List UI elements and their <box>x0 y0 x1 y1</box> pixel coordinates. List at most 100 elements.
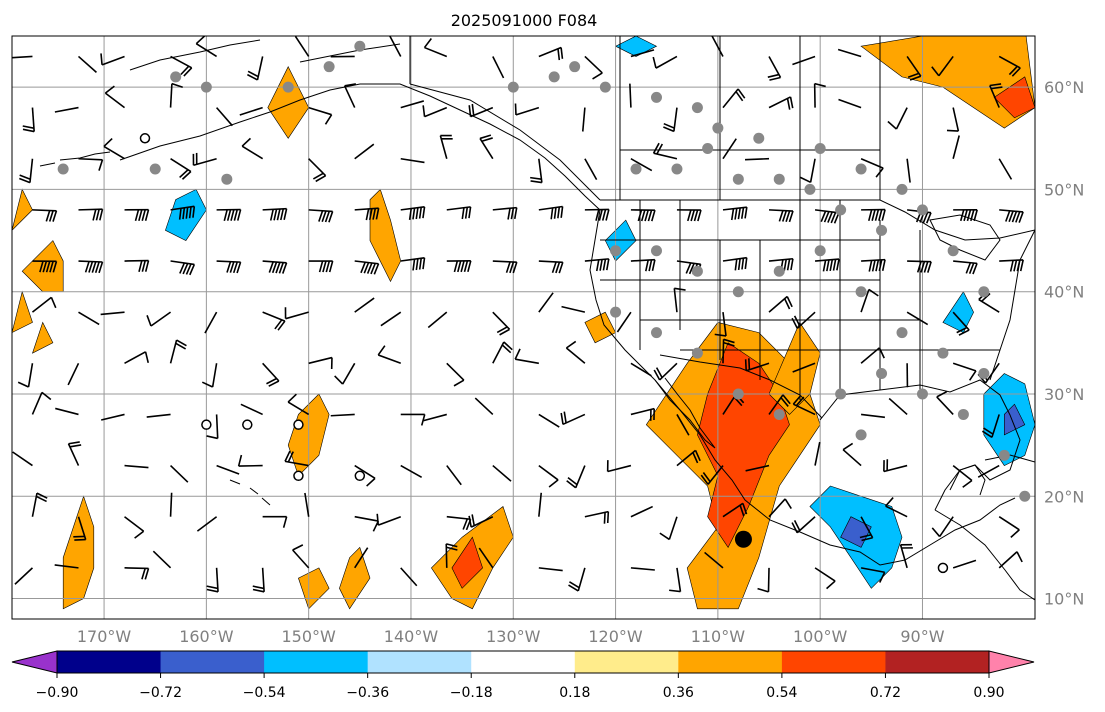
colorbar-segment <box>885 651 990 673</box>
wind-barb <box>284 450 309 467</box>
north-america-west-coast <box>589 209 1016 566</box>
wind-barb <box>308 106 333 125</box>
wind-barb <box>652 142 678 160</box>
wind-barb <box>768 295 793 313</box>
anomaly-region <box>12 188 33 231</box>
wind-barb <box>330 413 355 417</box>
wind-barb <box>584 510 610 524</box>
wind-barb <box>54 106 79 113</box>
wind-barb <box>792 55 816 66</box>
colorbar-segment <box>57 651 162 673</box>
wind-barb <box>768 96 794 110</box>
wind-barb <box>201 363 218 388</box>
wind-barb <box>262 362 280 387</box>
wind-barb <box>216 464 240 475</box>
station-dot <box>835 388 847 400</box>
wind-barb <box>700 465 724 485</box>
wind-barb <box>952 311 970 336</box>
wind-barb <box>354 143 375 160</box>
wind-barb <box>124 208 150 222</box>
open-station-marker <box>354 470 366 482</box>
x-tick-label: 100°W <box>793 627 848 646</box>
wind-barb <box>722 206 748 221</box>
y-tick-label: 30°N <box>1044 385 1084 404</box>
x-tick-label: 160°W <box>179 627 234 646</box>
open-station-marker <box>293 470 304 482</box>
wind-barb <box>744 358 770 372</box>
station-dot <box>916 204 928 216</box>
wind-barb <box>860 567 886 583</box>
wind-barb <box>584 55 603 80</box>
map-frame <box>11 35 1036 620</box>
wind-barb <box>998 55 1021 77</box>
yukon-bc-border <box>409 36 601 201</box>
wind-barb <box>170 205 196 220</box>
wind-barb <box>745 157 770 161</box>
anomaly-region <box>165 188 207 241</box>
wind-barb <box>630 158 653 172</box>
wind-barb <box>953 209 978 222</box>
station-dot <box>957 408 969 420</box>
x-tick-label: 110°W <box>691 627 746 646</box>
wind-barb <box>446 259 472 273</box>
wind-barb <box>859 516 874 542</box>
wind-barb <box>73 516 87 541</box>
wind-barb <box>884 497 908 518</box>
wind-barb <box>565 340 586 364</box>
station-dot <box>650 91 662 103</box>
wind-barb <box>169 82 183 108</box>
wind-barb <box>446 362 465 387</box>
station-dot <box>916 388 928 400</box>
wind-barb <box>492 464 512 482</box>
colorbar-tick-label: 0.72 <box>870 685 901 701</box>
wind-barb <box>791 516 816 534</box>
wind-barb <box>216 208 242 221</box>
station-dot <box>610 306 622 318</box>
wind-barb <box>887 107 908 130</box>
wind-barb <box>860 158 884 178</box>
station-dot <box>835 204 847 216</box>
wind-barb <box>240 403 263 416</box>
wind-barb <box>653 362 678 381</box>
wind-barb <box>630 567 655 571</box>
wind-barb <box>936 390 954 415</box>
station-dot <box>712 122 724 134</box>
baja-california <box>654 377 716 449</box>
wind-barb <box>757 567 770 593</box>
wind-barb <box>284 307 309 320</box>
wind-barb <box>446 465 462 486</box>
station-dot <box>947 245 959 257</box>
colorbar-tick-label: −0.36 <box>346 685 389 701</box>
colorbar-tick-label: −0.72 <box>139 685 182 701</box>
wind-barb <box>78 208 104 221</box>
anomaly-region <box>451 536 483 589</box>
wind-barb <box>479 134 494 160</box>
wind-barb <box>287 393 310 416</box>
wind-barb <box>308 260 334 273</box>
central-america <box>934 509 1035 601</box>
us-mexico-border <box>659 354 823 419</box>
highlight-point <box>734 530 752 548</box>
cuba <box>984 454 1035 463</box>
y-tick-label: 50°N <box>1044 180 1084 199</box>
anomaly-region <box>584 311 617 344</box>
station-dot <box>221 173 233 185</box>
wind-barb <box>216 260 242 274</box>
x-tick-label: 150°W <box>281 627 336 646</box>
x-axis-tick-labels: 170°W 160°W 150°W 140°W 130°W 120°W 110°W 100°W… <box>77 627 945 646</box>
wind-barb <box>195 36 218 58</box>
wind-barb <box>861 208 886 221</box>
wind-barb <box>998 158 1013 180</box>
wind-barb <box>252 567 265 593</box>
wind-barb <box>292 544 310 569</box>
wind-barb <box>262 515 288 528</box>
wind-barb <box>560 411 586 426</box>
wind-barb <box>676 209 702 222</box>
y-tick-label: 40°N <box>1044 283 1084 302</box>
wind-barb <box>745 464 770 472</box>
wind-barb <box>630 362 652 377</box>
anomaly-region <box>12 290 33 333</box>
wind-barb <box>388 36 402 57</box>
wind-barb <box>170 158 192 180</box>
anomaly-region <box>860 36 1035 129</box>
